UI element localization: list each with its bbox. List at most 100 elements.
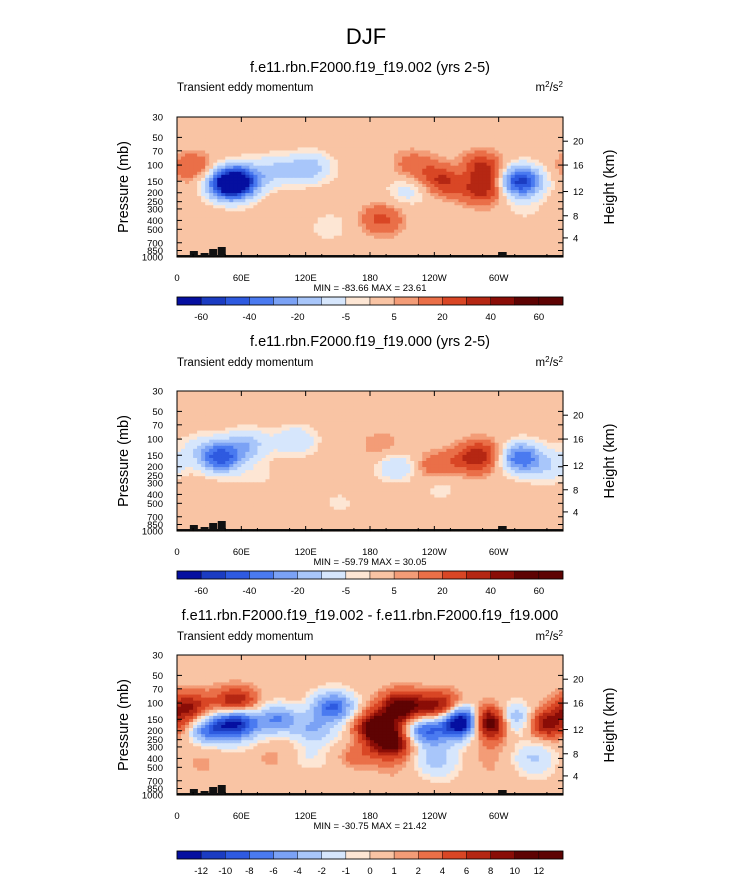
heat-cell bbox=[273, 126, 279, 130]
heat-cell bbox=[233, 144, 238, 149]
heat-cell bbox=[530, 241, 536, 246]
heat-cell bbox=[197, 180, 202, 185]
heat-cell bbox=[402, 135, 407, 139]
heat-cell bbox=[446, 165, 452, 170]
heat-cell bbox=[265, 238, 271, 243]
heat-cell bbox=[237, 193, 242, 197]
heat-cell bbox=[301, 220, 307, 225]
heat-cell bbox=[542, 120, 548, 124]
heat-cell bbox=[297, 190, 303, 194]
heat-cell bbox=[450, 238, 456, 243]
heat-cell bbox=[518, 196, 524, 200]
heat-cell bbox=[502, 217, 508, 222]
heat-cell bbox=[305, 199, 311, 203]
heat-cell bbox=[317, 238, 323, 243]
heat-cell bbox=[305, 217, 311, 222]
heat-cell bbox=[337, 235, 343, 240]
heat-cell bbox=[506, 177, 512, 182]
heat-cell bbox=[321, 208, 327, 212]
heat-cell bbox=[181, 138, 186, 142]
heat-cell bbox=[317, 177, 323, 182]
heat-cell bbox=[361, 126, 367, 130]
heat-cell bbox=[478, 196, 484, 200]
heat-cell bbox=[329, 150, 335, 155]
heat-cell bbox=[462, 135, 468, 139]
heat-cell bbox=[418, 177, 423, 182]
heat-cell bbox=[189, 123, 194, 127]
heat-cell bbox=[454, 126, 460, 130]
heat-cell bbox=[301, 141, 307, 145]
heat-cell bbox=[546, 129, 552, 133]
heat-cell bbox=[490, 120, 496, 124]
heat-cell bbox=[418, 223, 423, 228]
heat-cell bbox=[277, 132, 283, 136]
heat-cell bbox=[185, 162, 190, 167]
heat-cell bbox=[197, 214, 202, 219]
heat-cell bbox=[498, 220, 504, 225]
heat-cell bbox=[370, 177, 375, 182]
heat-cell bbox=[245, 247, 250, 252]
heat-cell bbox=[217, 214, 222, 219]
heat-cell bbox=[225, 214, 230, 219]
heat-cell bbox=[289, 117, 295, 121]
heat-cell bbox=[297, 202, 303, 206]
heat-cell bbox=[177, 211, 182, 215]
heat-cell bbox=[438, 214, 443, 219]
heat-cell bbox=[550, 193, 556, 197]
heat-cell bbox=[237, 153, 242, 158]
heat-cell bbox=[394, 183, 399, 188]
heat-cell bbox=[534, 174, 540, 179]
heat-cell bbox=[245, 193, 250, 197]
heat-cell bbox=[514, 211, 520, 215]
heat-cell bbox=[490, 123, 496, 127]
heat-cell bbox=[458, 123, 464, 127]
heat-cell bbox=[277, 138, 283, 142]
heat-cell bbox=[313, 147, 319, 152]
heat-cell bbox=[189, 241, 194, 246]
heat-cell bbox=[546, 220, 552, 225]
heat-cell bbox=[345, 180, 351, 185]
heat-cell bbox=[438, 220, 443, 225]
heat-cell bbox=[349, 177, 355, 182]
heat-cell bbox=[273, 193, 279, 197]
heat-cell bbox=[209, 141, 214, 145]
heat-cell bbox=[510, 220, 516, 225]
heat-cell bbox=[446, 132, 452, 136]
heat-cell bbox=[486, 190, 492, 194]
heat-cell bbox=[398, 156, 403, 161]
heat-cell bbox=[293, 190, 299, 194]
heat-cell bbox=[466, 159, 472, 164]
heat-cell bbox=[474, 180, 480, 185]
heat-cell bbox=[554, 244, 560, 249]
heat-cell bbox=[550, 153, 556, 158]
heat-cell bbox=[482, 190, 488, 194]
heat-cell bbox=[257, 220, 263, 225]
heat-cell bbox=[534, 135, 540, 139]
heat-cell bbox=[450, 177, 456, 182]
heat-cell bbox=[422, 238, 427, 243]
heat-cell bbox=[414, 205, 419, 209]
colorbar-swatch bbox=[514, 296, 540, 306]
heat-cell bbox=[422, 117, 427, 121]
heat-cell bbox=[229, 232, 234, 237]
heat-cell bbox=[462, 217, 468, 222]
heat-cell bbox=[237, 132, 242, 136]
heat-cell bbox=[221, 211, 226, 215]
heat-cell bbox=[233, 244, 238, 249]
heat-cell bbox=[518, 180, 524, 185]
heat-cell bbox=[285, 244, 291, 249]
heat-cell bbox=[265, 162, 271, 167]
heat-cell bbox=[273, 205, 279, 209]
heat-cell bbox=[422, 144, 427, 149]
heat-cell bbox=[305, 196, 311, 200]
heat-cell bbox=[482, 129, 488, 133]
heat-cell bbox=[518, 202, 524, 206]
heat-cell bbox=[353, 190, 359, 194]
heat-cell bbox=[542, 153, 548, 158]
heat-cell bbox=[390, 135, 395, 139]
heat-cell bbox=[390, 232, 395, 237]
heat-cell bbox=[297, 141, 303, 145]
heat-cell bbox=[510, 159, 516, 164]
heat-cell bbox=[313, 129, 319, 133]
heat-cell bbox=[546, 187, 552, 191]
